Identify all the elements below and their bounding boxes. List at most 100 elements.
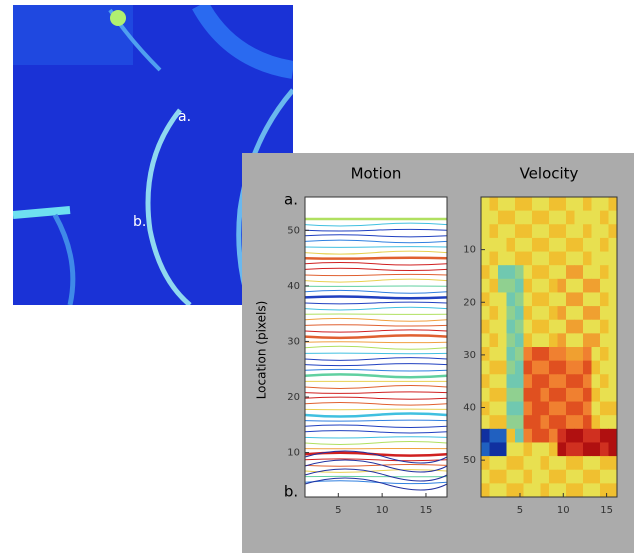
- heatmap-cell: [549, 197, 558, 212]
- heatmap-cell: [600, 469, 609, 484]
- heatmap-cell: [600, 210, 609, 225]
- heatmap-cell: [506, 278, 516, 293]
- heatmap-cell: [481, 278, 490, 293]
- heatmap-cell: [532, 333, 541, 348]
- heatmap-cell: [540, 265, 550, 280]
- heatmap-cell: [566, 237, 575, 253]
- heatmap-cell: [608, 387, 618, 403]
- contour-line: [304, 373, 448, 379]
- heatmap-cell: [557, 347, 567, 362]
- heatmap-cell: [523, 401, 533, 416]
- heatmap-cell: [540, 469, 550, 484]
- heatmap-cell: [515, 292, 524, 307]
- heatmap-cell: [600, 197, 609, 212]
- heatmap-cell: [481, 333, 490, 348]
- heatmap-cell: [600, 237, 609, 253]
- heatmap-cell: [540, 347, 550, 362]
- contour-line: [304, 246, 448, 248]
- heatmap-cell: [498, 292, 507, 307]
- heatmap-cell: [506, 347, 516, 362]
- heatmap-cell: [600, 415, 609, 430]
- heatmap-cell: [549, 292, 558, 307]
- heatmap-cell: [532, 401, 541, 416]
- contour-line: [304, 419, 448, 422]
- heatmap-cell: [574, 292, 584, 307]
- heatmap-cell: [515, 347, 524, 362]
- heatmap-cell: [489, 319, 499, 334]
- heatmap-cell: [532, 237, 541, 253]
- heatmap-cell: [515, 210, 524, 225]
- heatmap-cell: [532, 442, 541, 457]
- contour-line: [304, 234, 448, 238]
- heatmap-cell: [481, 456, 490, 471]
- heatmap-cell: [540, 428, 550, 443]
- heatmap-cell: [540, 442, 550, 457]
- contour-line: [304, 368, 448, 372]
- heatmap-cell: [532, 265, 541, 280]
- heatmap-cell: [506, 333, 516, 348]
- x-tick-label: 10: [557, 505, 570, 516]
- contour-line: [304, 239, 448, 244]
- heatmap-cell: [498, 224, 507, 239]
- heatmap-cell: [523, 374, 533, 389]
- heatmap-cell: [557, 456, 567, 471]
- heatmap-cell: [481, 483, 490, 498]
- heatmap-cell: [600, 333, 609, 348]
- heatmap-cell: [498, 265, 507, 280]
- heatmap-cell: [557, 401, 567, 416]
- heatmap-cell: [549, 306, 558, 321]
- heatmap-cell: [481, 415, 490, 430]
- heatmap-cell: [489, 306, 499, 321]
- contour-line: [304, 341, 448, 344]
- contour-line: [304, 468, 448, 482]
- heatmap-cell: [608, 401, 618, 416]
- heatmap-cell: [600, 319, 609, 334]
- heatmap-cell: [583, 251, 592, 266]
- heatmap-cell: [566, 428, 575, 443]
- heatmap-cell: [498, 442, 507, 457]
- heatmap-cell: [574, 415, 584, 430]
- heatmap-cell: [540, 210, 550, 225]
- y-tick-label: 50: [287, 225, 300, 236]
- heatmap-cell: [481, 197, 490, 212]
- heatmap-cell: [489, 210, 499, 225]
- heatmap-cell: [489, 456, 499, 471]
- heatmap-cell: [566, 251, 575, 266]
- heatmap-cell: [583, 197, 592, 212]
- heatmap-cell: [523, 442, 533, 457]
- heatmap-cell: [481, 387, 490, 403]
- contour-line: [304, 262, 448, 266]
- photo-label: b.: [133, 214, 146, 230]
- heatmap-cell: [583, 278, 592, 293]
- heatmap-cell: [574, 251, 584, 266]
- heatmap-cell: [489, 360, 499, 375]
- heatmap-cell: [506, 251, 516, 266]
- heatmap-cell: [506, 319, 516, 334]
- heatmap-cell: [549, 483, 558, 498]
- heatmap-cell: [498, 278, 507, 293]
- contour-line: [304, 289, 448, 294]
- heatmap-cell: [591, 306, 601, 321]
- heatmap-cell: [608, 251, 618, 266]
- contour-line: [304, 228, 448, 232]
- heatmap-cell: [574, 278, 584, 293]
- heatmap-cell: [591, 237, 601, 253]
- heatmap-cell: [523, 265, 533, 280]
- heatmap-cell: [498, 387, 507, 403]
- heatmap-cell: [506, 265, 516, 280]
- x-tick-label: 5: [517, 505, 523, 516]
- contour-line: [304, 430, 448, 434]
- heatmap-cell: [566, 347, 575, 362]
- heatmap-cell: [489, 265, 499, 280]
- heatmap-cell: [489, 333, 499, 348]
- heatmap-cell: [608, 347, 618, 362]
- heatmap-cell: [608, 442, 618, 457]
- heatmap-cell: [566, 387, 575, 403]
- y-tick-label: 40: [287, 281, 300, 292]
- heatmap-cell: [515, 387, 524, 403]
- heatmap-cell: [532, 387, 541, 403]
- heatmap-cell: [532, 292, 541, 307]
- heatmap-cell: [591, 456, 601, 471]
- contour-line: [304, 450, 448, 464]
- heatmap-cell: [557, 292, 567, 307]
